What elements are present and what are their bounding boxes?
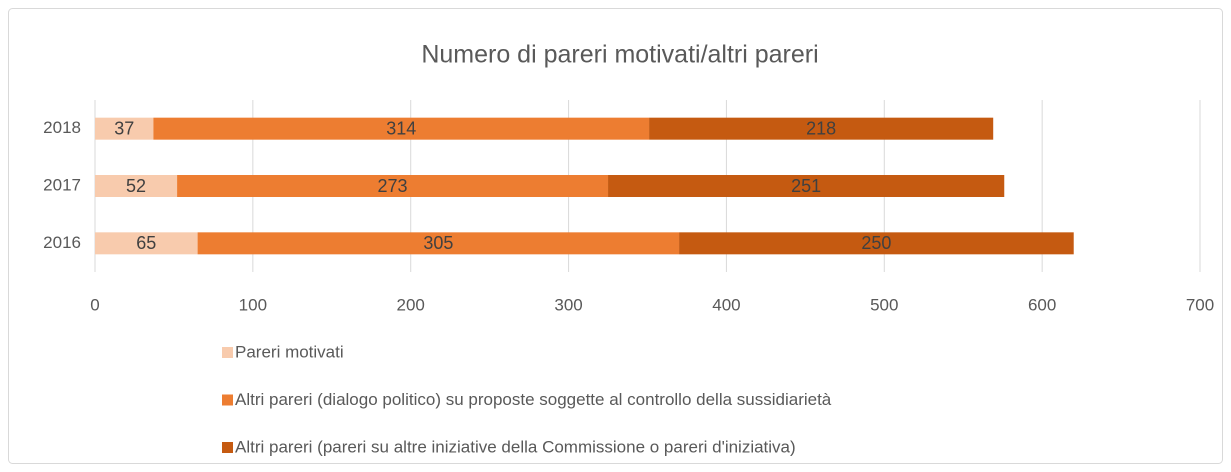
bar-segment (649, 117, 994, 140)
bar-segment (608, 175, 1005, 197)
data-label: 273 (378, 176, 408, 196)
data-label: 218 (806, 118, 836, 138)
x-tick-label: 200 (397, 295, 425, 314)
data-label: 250 (861, 233, 891, 253)
bar-segment (153, 117, 650, 140)
bar-segment (197, 232, 680, 255)
y-tick-label: 2017 (43, 175, 81, 194)
x-tick-label: 100 (239, 295, 267, 314)
x-tick-label: 600 (1028, 295, 1056, 314)
data-label: 314 (386, 118, 416, 138)
x-tick-label: 400 (712, 295, 740, 314)
legend-label: Pareri motivati (235, 342, 344, 361)
y-tick-label: 2016 (43, 233, 81, 252)
legend-label: Altri pareri (pareri su altre iniziative… (235, 437, 796, 456)
y-tick-label: 2018 (43, 118, 81, 137)
x-tick-label: 500 (870, 295, 898, 314)
legend-swatch (222, 394, 233, 406)
legend-label: Altri pareri (dialogo politico) su propo… (235, 390, 832, 409)
x-tick-label: 0 (90, 295, 99, 314)
data-label: 251 (791, 176, 821, 196)
bar-segment (177, 175, 609, 197)
data-label: 52 (126, 176, 146, 196)
legend-swatch (222, 442, 233, 453)
bar-segment (95, 232, 198, 255)
data-label: 37 (114, 118, 134, 138)
data-label: 305 (423, 233, 453, 253)
bar-segment (679, 232, 1074, 255)
chart-title: Numero di pareri motivati/altri pareri (421, 41, 818, 69)
bar-segment (95, 117, 154, 140)
x-tick-label: 300 (554, 295, 582, 314)
data-label: 65 (136, 233, 156, 253)
x-tick-label: 700 (1186, 295, 1214, 314)
legend-swatch (222, 347, 233, 358)
bar-segment (95, 175, 178, 197)
